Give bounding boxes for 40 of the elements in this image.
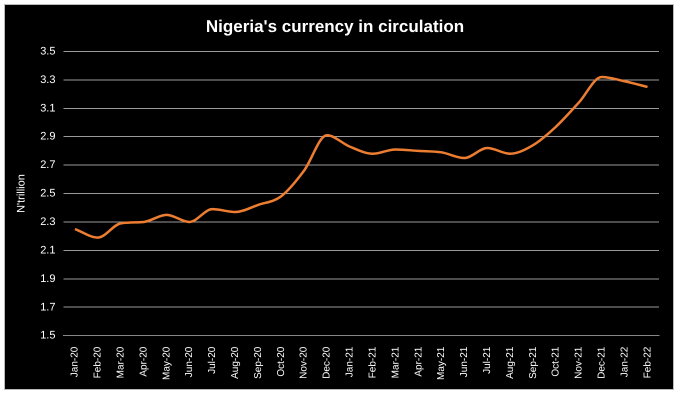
x-tick-label: Jan-20 xyxy=(70,346,81,378)
x-tick-label: Feb-21 xyxy=(367,346,378,378)
x-tick-label: May-20 xyxy=(161,346,172,380)
x-tick-label: Oct-20 xyxy=(276,346,287,377)
y-tick-label: 2.5 xyxy=(40,188,56,200)
x-tick-label: Dec-21 xyxy=(596,346,608,379)
x-tick-label: Jan-22 xyxy=(619,346,630,378)
x-tick-label: Jul-21 xyxy=(482,346,493,374)
x-tick-label: Nov-21 xyxy=(574,346,585,379)
y-tick-label: 2.1 xyxy=(40,244,56,256)
x-tick-label: Jan-21 xyxy=(344,346,356,378)
x-tick-label: Oct-21 xyxy=(550,346,562,377)
x-tick-label: Nov-20 xyxy=(298,346,310,379)
x-tick-label: Aug-21 xyxy=(504,346,516,379)
x-tick-label: Jul-20 xyxy=(207,346,218,374)
x-tick-label: May-21 xyxy=(436,346,448,380)
y-tick-label: 1.7 xyxy=(40,301,56,314)
x-tick-label: Feb-20 xyxy=(92,346,104,378)
y-tick-label: 2.3 xyxy=(40,216,56,228)
x-tick-label: Mar-20 xyxy=(116,346,126,378)
y-tick-label: 3.3 xyxy=(40,74,56,86)
x-tick-label: Dec-20 xyxy=(322,346,333,379)
x-tick-label: Mar-21 xyxy=(390,346,402,378)
x-tick-label: Aug-20 xyxy=(230,346,242,379)
y-tick-label: 1.5 xyxy=(40,330,56,342)
x-tick-label: Sep-20 xyxy=(252,346,264,379)
y-tick-label: 2.9 xyxy=(40,130,56,143)
line-series xyxy=(74,76,649,239)
y-tick-label: 3.1 xyxy=(40,102,56,114)
x-tick-label: Feb-22 xyxy=(642,346,654,378)
chart-title: Nigeria's currency in circulation xyxy=(206,16,464,36)
y-tick-label: 3.5 xyxy=(40,45,56,58)
x-tick-label: Apr-21 xyxy=(413,346,424,377)
x-tick-label: Apr-20 xyxy=(138,346,150,377)
x-tick-label: Sep-21 xyxy=(528,346,539,379)
y-tick-label: 2.7 xyxy=(40,159,56,172)
x-tick-label: Jun-20 xyxy=(184,346,196,378)
x-tick-label: Jun-21 xyxy=(459,346,470,378)
y-axis-title: N'trillion xyxy=(16,174,28,213)
y-tick-label: 1.9 xyxy=(40,272,56,285)
